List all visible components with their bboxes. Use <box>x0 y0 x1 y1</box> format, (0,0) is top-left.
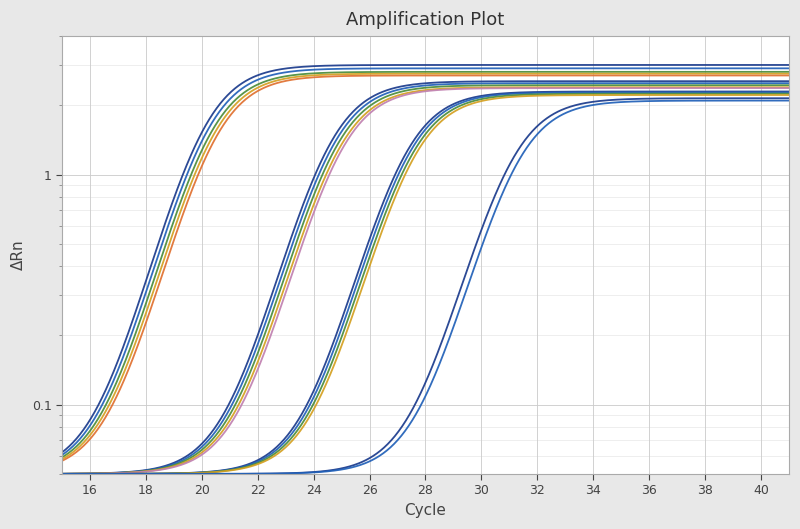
Y-axis label: ΔRn: ΔRn <box>11 240 26 270</box>
Title: Amplification Plot: Amplification Plot <box>346 11 505 29</box>
X-axis label: Cycle: Cycle <box>405 503 446 518</box>
